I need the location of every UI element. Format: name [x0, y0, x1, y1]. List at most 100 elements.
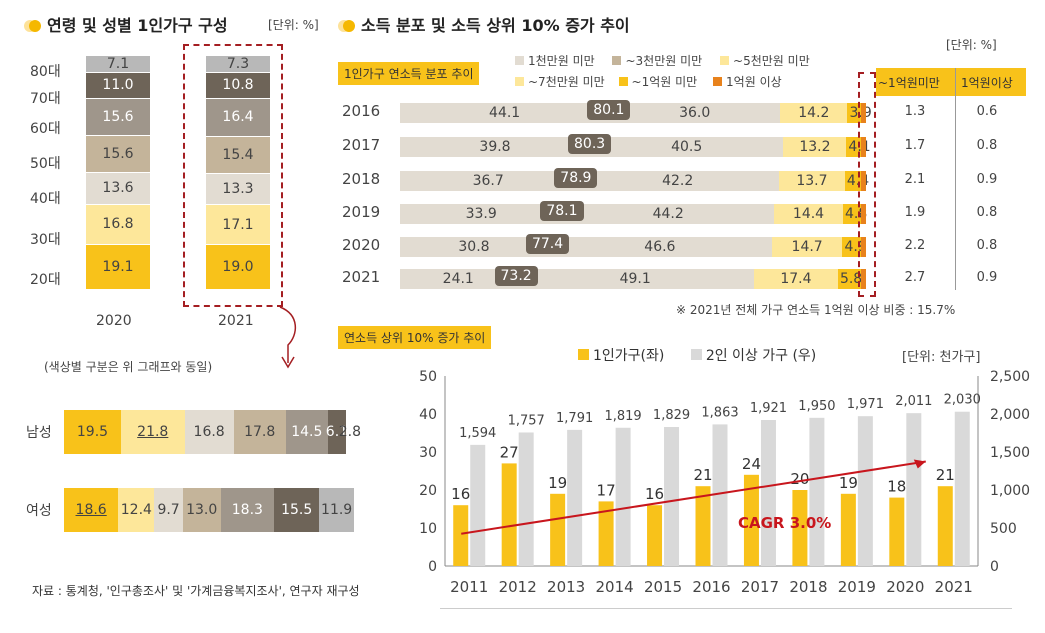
bar-segment: 11.9 [319, 488, 354, 532]
bar-segment-under-10m: 24.1 [400, 269, 517, 289]
data-label-1person: 18 [887, 478, 906, 496]
age-label: 80대 [30, 64, 61, 80]
table-cell: 2.1 [904, 172, 926, 187]
bar-1person [792, 490, 808, 566]
legend-item: ~5천만원 미만 [720, 54, 810, 68]
bar-segment-under-10m: 30.8 [400, 237, 548, 257]
bar-1person [840, 493, 856, 566]
stacked-bar-segment: 13.3 [206, 173, 270, 205]
bar-segment-under-30m: 49.1 [516, 269, 754, 289]
stacked-bar-segment: 19.1 [86, 244, 150, 290]
trend-line [461, 460, 926, 535]
bar-1person [550, 493, 566, 566]
bar-1person [598, 501, 614, 566]
table-cell: 0.9 [976, 172, 998, 187]
bar-1person [647, 505, 663, 566]
bar-segment-under-30m: 46.6 [547, 237, 772, 257]
x-tick-label: 2016 [692, 578, 730, 596]
year-label: 2020 [96, 313, 132, 329]
bar-segment-top [861, 269, 866, 289]
highlight-top-box [858, 72, 876, 297]
cumulative-pill: 78.1 [540, 201, 584, 221]
bar-segment: 21.8 [120, 410, 185, 454]
cumulative-pill: 80.1 [587, 100, 631, 120]
year-label: 2021 [342, 268, 381, 286]
age-label: 20대 [30, 272, 61, 288]
left-tick-label: 30 [419, 445, 437, 461]
stacked-bar-segment: 10.8 [206, 73, 270, 99]
stacked-bar-segment: 15.6 [86, 98, 150, 136]
stacked-bar-segment: 11.0 [86, 72, 150, 99]
bar-segment-under-30m: 44.2 [562, 204, 775, 224]
bar-segment-50m-100m: 14.2 [780, 103, 848, 123]
cagr-annotation: CAGR 3.0% [738, 514, 831, 532]
data-label-1person: 20 [790, 470, 809, 488]
bar-segment: 6.1 [326, 410, 348, 454]
bar-segment-top [861, 237, 866, 257]
arrow-icon [279, 306, 296, 369]
bar-segment: 18.6 [64, 488, 119, 532]
data-label-1person: 19 [839, 474, 858, 492]
bar-segment-top [861, 171, 866, 191]
bar-1person [937, 486, 953, 566]
bar-segment-50m-100m: 14.7 [771, 237, 843, 257]
table-header [876, 68, 1026, 96]
cumulative-pill: 80.3 [568, 134, 612, 154]
legend-1person: 1인가구(좌) [578, 348, 664, 364]
year-label: 2019 [342, 203, 381, 221]
left-tick-label: 20 [419, 483, 437, 499]
data-label-1person: 21 [936, 466, 955, 484]
bar-1person [889, 497, 905, 566]
legend-item: 1억원 이상 [713, 75, 782, 89]
bar-2plus [518, 432, 534, 566]
bar-segment-under-10m: 39.8 [400, 137, 591, 157]
data-label-1person: 21 [693, 466, 712, 484]
x-tick-label: 2018 [789, 578, 827, 596]
cumulative-pill: 73.2 [494, 266, 538, 286]
bar-segment: 14.5 [285, 410, 328, 454]
data-label-2plus: 2,030 [944, 393, 981, 408]
bar-2plus [712, 424, 728, 566]
bar-1person [695, 486, 711, 566]
bar-segment-under-10m: 36.7 [400, 171, 577, 191]
x-tick-label: 2021 [935, 578, 973, 596]
right-tick-label: 500 [990, 521, 1017, 537]
data-label-1person: 19 [548, 474, 567, 492]
bullet-icon [29, 20, 41, 32]
table-header-col2: 1억원이상 [961, 76, 1013, 90]
x-tick-label: 2012 [499, 578, 537, 596]
year-label: 2017 [342, 136, 381, 154]
year-label: 2020 [342, 236, 381, 254]
bar-segment-top [861, 137, 866, 157]
panel4-unit: [단위: 천가구] [902, 350, 981, 365]
panel1-unit: [단위: %] [268, 18, 319, 32]
bar-2plus [470, 444, 486, 566]
table-cell: 0.8 [976, 205, 998, 220]
bar-segment: 9.7 [154, 488, 183, 532]
trend-arrow-icon [913, 459, 926, 469]
bar-1person [453, 505, 469, 566]
x-tick-label: 2020 [886, 578, 924, 596]
table-header-col1: ~1억원미만 [878, 76, 940, 90]
panel4-tag: 연소득 상위 10% 증가 추이 [338, 326, 492, 349]
x-tick-label: 2011 [450, 578, 488, 596]
stacked-bar-segment: 7.3 [206, 56, 270, 74]
right-tick-label: 0 [990, 559, 999, 575]
bar-1person [743, 474, 759, 566]
legend-item: ~1억원 미만 [618, 75, 697, 89]
bar-segment: 18.3 [220, 488, 275, 532]
bar-2plus [760, 420, 776, 566]
bar-segment-50m-100m: 13.2 [783, 137, 847, 157]
data-label-2plus: 1,950 [798, 399, 835, 414]
year-label: 2018 [342, 170, 381, 188]
left-tick-label: 40 [419, 407, 437, 423]
left-tick-label: 0 [428, 559, 437, 575]
table-cell: 1.3 [904, 104, 926, 119]
stacked-bar-segment: 16.4 [206, 98, 270, 138]
year-label: 2021 [218, 313, 254, 329]
data-label-2plus: 1,757 [508, 413, 545, 428]
bar-2plus [954, 411, 970, 566]
year-label: 2016 [342, 102, 381, 120]
table-cell: 0.9 [976, 270, 998, 285]
